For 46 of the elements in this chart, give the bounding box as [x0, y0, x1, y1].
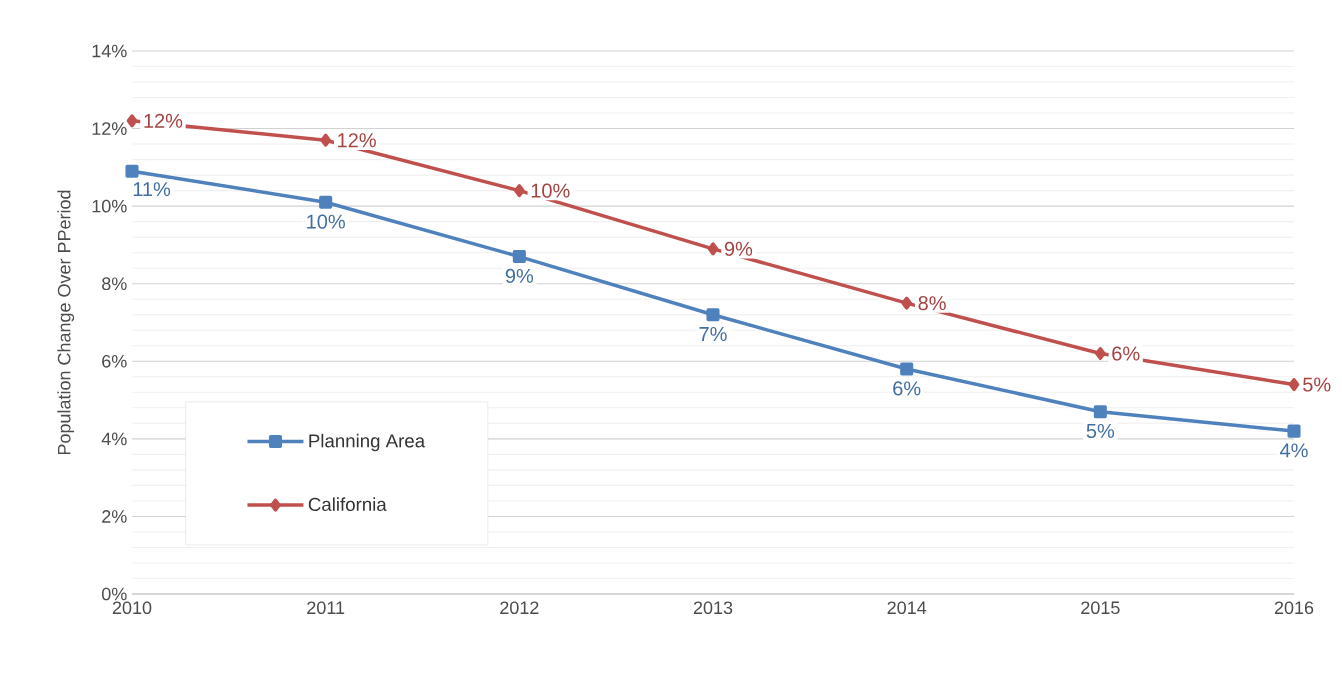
x-tick-label: 2011: [307, 601, 345, 615]
y-axis-title: Population Change Over PPeriod: [57, 190, 75, 455]
point: [1093, 405, 1107, 419]
data-label: 9%: [505, 268, 534, 283]
x-tick-label: 2013: [693, 601, 733, 615]
point: [126, 114, 138, 128]
point: [514, 184, 525, 198]
point: [707, 242, 719, 256]
data-label: 8%: [918, 296, 946, 311]
point: [901, 296, 913, 310]
data-label: 6%: [893, 381, 921, 396]
x-tick-label: 2014: [887, 601, 927, 615]
x-tick-label: 2016: [1274, 601, 1314, 615]
data-label: 10%: [531, 183, 570, 198]
y-tick-label: 6%: [102, 354, 127, 368]
x-tick-label: 2015: [1081, 601, 1120, 615]
point: [900, 362, 914, 376]
y-tick-label: 2%: [102, 510, 127, 523]
point: [320, 133, 332, 147]
data-label: 9%: [724, 241, 753, 256]
data-label: 12%: [144, 113, 183, 128]
point: [1095, 346, 1106, 361]
y-tick-label: 4%: [101, 432, 127, 446]
data-label: 7%: [699, 327, 727, 342]
y-tick-label: 10%: [92, 199, 127, 213]
point: [1288, 378, 1300, 392]
point: [1287, 424, 1301, 438]
data-label: 11%: [133, 182, 171, 197]
data-label: 5%: [1086, 423, 1115, 439]
x-tick-label: 2012: [500, 601, 539, 615]
x-tick-label: 2010: [112, 601, 152, 615]
y-tick-label: 14%: [92, 44, 127, 58]
legend-label: California: [308, 497, 387, 512]
point: [319, 195, 333, 209]
y-tick-label: 8%: [102, 277, 127, 291]
y-tick-label: 0%: [101, 587, 127, 601]
point: [512, 250, 526, 264]
legend-label: Planning Area: [309, 433, 426, 452]
data-label: 4%: [1280, 443, 1308, 458]
y-tick-label: 12%: [92, 122, 127, 135]
point: [706, 308, 720, 322]
data-label: 5%: [1303, 377, 1331, 392]
point: [125, 164, 139, 178]
data-label: 10%: [307, 214, 345, 229]
data-label: 6%: [1112, 346, 1140, 361]
data-label: 12%: [338, 133, 376, 148]
